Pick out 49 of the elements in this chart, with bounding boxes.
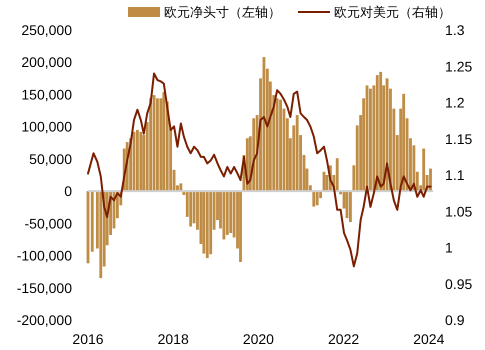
y-tick-label: -100,000 <box>16 248 72 264</box>
bar <box>379 72 382 192</box>
legend-label: 欧元净头寸（左轴） <box>164 4 281 20</box>
bar <box>132 132 136 192</box>
y2-tick-label: 1.2 <box>445 94 465 110</box>
x-tick-label: 2016 <box>72 331 104 347</box>
bar <box>189 191 192 227</box>
bar <box>346 191 348 218</box>
bar <box>222 191 226 240</box>
bar <box>239 191 242 262</box>
bar <box>386 78 388 192</box>
x-tick-label: 2020 <box>242 331 274 347</box>
line-series <box>87 72 432 268</box>
bar <box>152 95 156 192</box>
bar <box>156 98 159 192</box>
y-tick-label: 50,000 <box>29 150 72 167</box>
y-tick-label: 0 <box>64 183 72 200</box>
bar <box>369 88 372 192</box>
x-tick-label: 2018 <box>158 331 189 347</box>
bar <box>202 191 206 254</box>
bar <box>296 115 299 192</box>
x-tick-label: 2022 <box>328 331 360 347</box>
y2-tick-label: 0.9 <box>445 312 465 328</box>
y2-tick-label: 1.05 <box>445 203 473 220</box>
bar <box>279 100 282 192</box>
y-tick-label: -200,000 <box>16 312 72 328</box>
y2-tick-label: 1.15 <box>445 130 473 147</box>
y-tick-label: 250,000 <box>21 22 72 38</box>
bar <box>86 191 90 264</box>
y2-tick-label: 1 <box>445 240 454 256</box>
y2-tick-label: 1.3 <box>445 22 465 38</box>
y2-tick-label: 0.95 <box>445 276 473 292</box>
y-tick-label: -50,000 <box>24 215 72 232</box>
y-tick-label: 100,000 <box>21 118 72 135</box>
y-tick-label: -150,000 <box>16 280 72 296</box>
y-tick-label: 150,000 <box>21 86 72 102</box>
x-tick-label: 2024 <box>413 331 445 347</box>
bar <box>349 191 352 222</box>
bar <box>262 57 266 192</box>
bar <box>322 172 326 192</box>
bar <box>402 94 406 192</box>
legend-label: 欧元对美元（右轴） <box>334 4 451 20</box>
bar <box>136 130 139 192</box>
bar <box>276 98 279 192</box>
bar <box>149 98 152 192</box>
y2-tick-label: 1.25 <box>445 58 473 74</box>
y-tick-label: 200,000 <box>21 54 72 70</box>
bar <box>429 168 432 192</box>
y2-tick-label: 1.1 <box>445 167 465 183</box>
